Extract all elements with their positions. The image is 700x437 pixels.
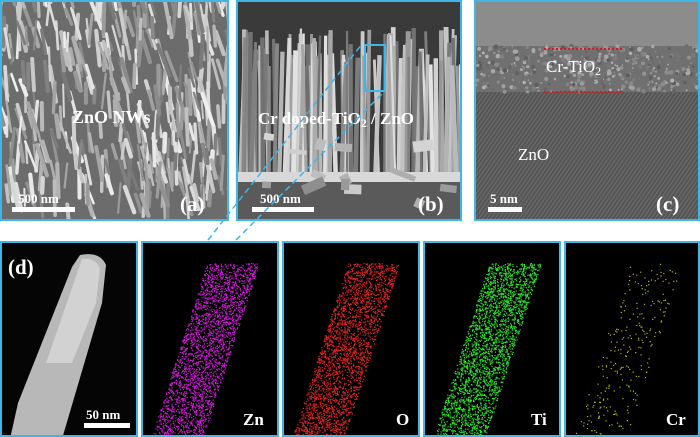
eds-label-ti: Ti [531,410,547,429]
eds-map-ti: Ti [423,241,561,437]
nanowire-texture [2,2,227,219]
eds-dots-zn [153,263,258,435]
scale-bar-d [84,423,130,428]
panel-b-sem-cross-section: Cr doped-TiO2 / ZnO 500 nm (b) [236,0,462,221]
scale-bar-b [252,207,314,212]
eds-label-zn: Zn [243,410,264,429]
panel-letter-c: (c) [656,192,680,216]
eds-map-cr: Cr [564,241,700,437]
label-cr-doped-tio2-zno: Cr doped-TiO2 / ZnO [258,109,415,130]
eds-dots-cr [575,263,678,435]
panel-letter-b: (b) [418,192,444,216]
interface-line-top [544,48,622,50]
label-cr-tio2-layer: Cr-TiO2 [546,57,602,78]
scale-bar-d-label: 50 nm [86,407,121,422]
scale-bar-a [12,207,75,212]
interface-line-bottom [544,91,622,93]
panel-d-stem: (d) 50 nm [0,241,138,437]
panel-c-hrtem: Cr-TiO2 ZnO 5 nm (c) [474,0,700,221]
eds-label-o: O [396,410,410,429]
scale-bar-b-label: 500 nm [260,191,301,206]
label-zno-core: ZnO [518,145,550,164]
scale-bar-a-label: 500 nm [18,191,59,206]
lattice-texture [476,2,698,219]
scale-bar-c-label: 5 nm [490,191,518,206]
eds-label-cr: Cr [666,410,686,429]
panel-letter-d: (d) [8,255,34,279]
eds-dots-ti [437,263,541,435]
eds-dots-o [294,263,400,435]
zoom-box [364,44,386,92]
nanowire-stem-image [2,243,136,435]
scale-bar-c [488,207,522,212]
eds-map-o: O [282,241,420,437]
eds-map-zn: Zn [141,241,279,437]
panel-letter-a: (a) [180,192,205,216]
label-zno-nws: ZnO NWs [72,107,151,127]
panel-a-sem-nanowires: ZnO NWs 500 nm (a) [0,0,229,221]
